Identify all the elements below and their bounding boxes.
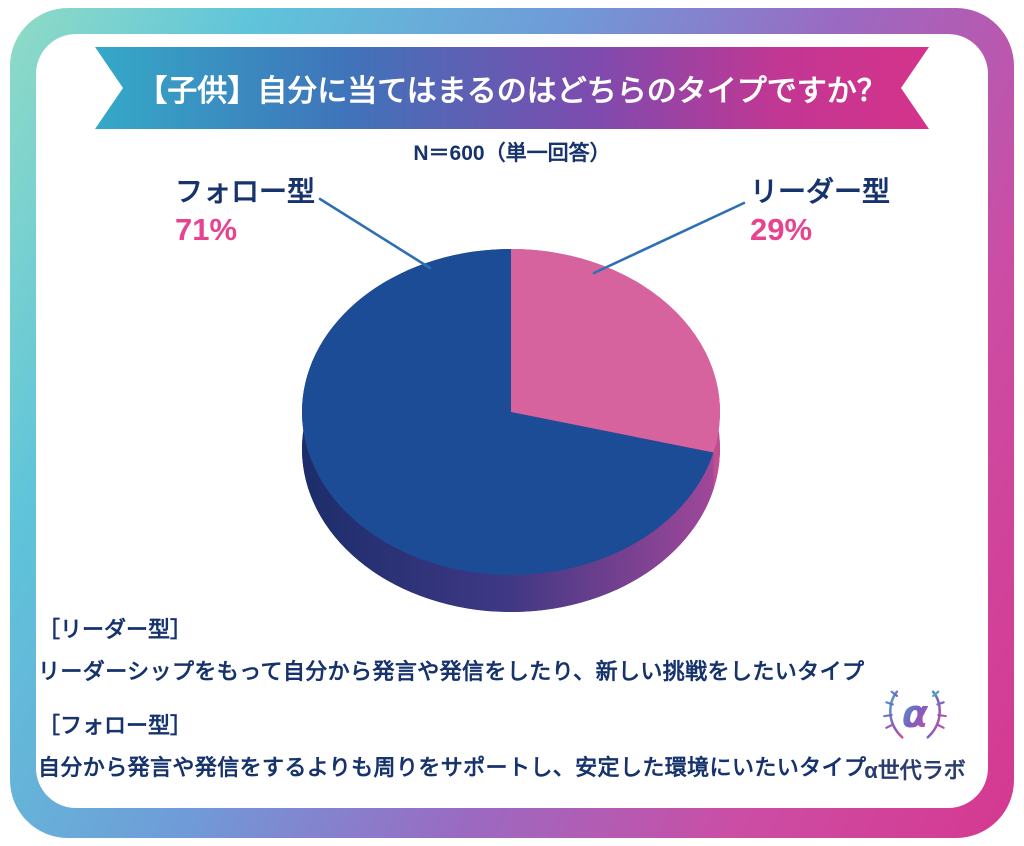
label-name: フォロー型 xyxy=(175,176,316,207)
definition-text: リーダーシップをもって自分から発言や発信をしたり、新しい挑戦をしたいタイプ xyxy=(38,659,865,684)
callout-line-leader xyxy=(592,201,746,275)
banner-title: 【子供】自分に当てはまるのはどちらのタイプですか？ xyxy=(137,75,887,108)
label-percent: 29% xyxy=(750,212,813,248)
label-percent: 71% xyxy=(175,212,238,248)
definition-follow: ［フォロー型］ 自分から発言や発信をするよりも周りをサポートし、安定した環境にい… xyxy=(38,708,898,782)
pie-slice-follow-type xyxy=(301,249,714,575)
sample-size: N＝600（単一回答） xyxy=(413,142,611,165)
definition-leader: ［リーダー型］ リーダーシップをもって自分から発言や発信をしたり、新しい挑戦をし… xyxy=(38,612,898,686)
definition-heading: ［リーダー型］ xyxy=(38,617,193,642)
title-banner: 【子供】自分に当てはまるのはどちらのタイプですか？ xyxy=(95,47,929,129)
pie-slice-leader-type xyxy=(511,249,721,453)
brand-name: α世代ラボ xyxy=(864,758,966,783)
svg-text:α: α xyxy=(902,692,929,737)
type-definitions: ［リーダー型］ リーダーシップをもって自分から発言や発信をしたり、新しい挑戦をし… xyxy=(38,612,898,782)
definition-text: 自分から発言や発信をするよりも周りをサポートし、安定した環境にいたいタイプ xyxy=(38,755,867,780)
label-follow-type: フォロー型 71% xyxy=(175,174,315,251)
brand-logo: α α世代ラボ xyxy=(843,680,987,785)
callout-line-follow xyxy=(318,197,432,270)
label-name: リーダー型 xyxy=(750,176,891,207)
alpha-emblem-icon: α xyxy=(883,690,947,739)
definition-heading: ［フォロー型］ xyxy=(38,713,193,738)
label-leader-type: リーダー型 29% xyxy=(750,174,890,251)
